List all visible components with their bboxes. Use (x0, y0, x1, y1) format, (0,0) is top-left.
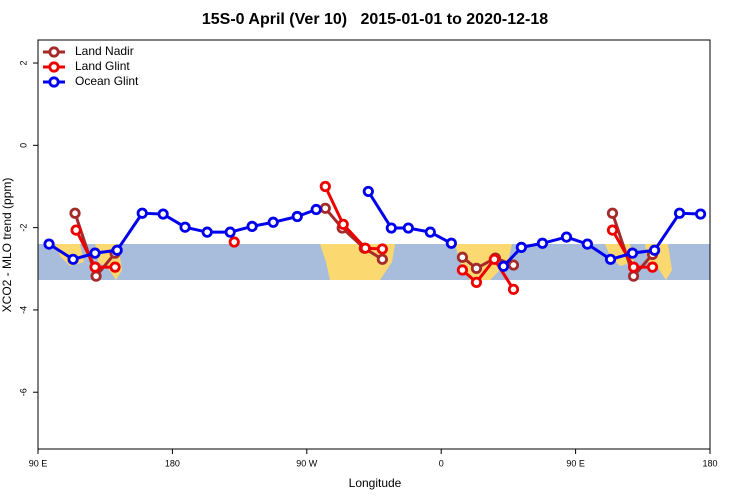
point (581, 238, 593, 250)
x-tick-label: 0 (439, 458, 444, 468)
point (157, 208, 169, 220)
point (267, 216, 279, 228)
point (606, 207, 619, 219)
point (319, 202, 331, 214)
legend-marker (48, 46, 60, 58)
point (470, 262, 483, 274)
point (376, 243, 388, 255)
y-tick-label: -4 (18, 306, 28, 314)
y-tick-label: 2 (18, 61, 28, 66)
point (402, 222, 414, 234)
point (456, 251, 469, 263)
point (89, 261, 101, 273)
x-tick-label: 90 E (29, 458, 48, 468)
x-axis-label: Longitude (349, 476, 402, 490)
y-tick-label: -6 (18, 388, 28, 396)
y-tick-label: 0 (18, 143, 28, 148)
point (536, 237, 549, 249)
point (673, 207, 686, 219)
legend-marker (48, 61, 60, 73)
point (424, 226, 436, 238)
point (560, 231, 573, 243)
point (291, 210, 303, 223)
point (507, 283, 520, 295)
point (179, 221, 191, 233)
plot-frame (37, 39, 711, 450)
point (69, 207, 81, 219)
y-axis-label: XCO2 - MLO trend (ppm) (0, 178, 14, 313)
point (515, 241, 527, 253)
point (228, 236, 240, 248)
point (385, 222, 397, 234)
legend-label: Land Nadir (75, 44, 134, 58)
point (89, 247, 101, 259)
x-tick-label: 180 (165, 458, 180, 468)
x-tick-label: 90 W (296, 458, 318, 468)
point (445, 237, 457, 249)
chart-title: 15S-0 April (Ver 10) 2015-01-01 to 2020-… (202, 11, 548, 28)
point (201, 226, 213, 238)
point (646, 261, 659, 273)
point (111, 244, 123, 256)
point (488, 253, 500, 265)
point (67, 253, 79, 265)
legend-marker (48, 76, 60, 88)
point (606, 224, 619, 236)
point (246, 220, 258, 232)
x-tick-label: 90 E (566, 458, 585, 468)
point (90, 270, 102, 282)
y-tick-label: -2 (18, 224, 28, 232)
point (224, 226, 236, 238)
point (456, 264, 469, 276)
x-tick-label: 180 (702, 458, 717, 468)
legend-label: Land Glint (75, 59, 130, 73)
point (627, 270, 640, 282)
point (497, 260, 510, 272)
point (136, 207, 148, 219)
point (43, 238, 55, 250)
point (362, 185, 374, 198)
point (470, 276, 483, 288)
point (310, 203, 322, 216)
point (627, 261, 640, 273)
point (626, 247, 639, 259)
point (359, 242, 371, 254)
point (109, 261, 121, 273)
point (70, 224, 82, 236)
legend-label: Ocean Glint (75, 74, 139, 88)
point (694, 208, 707, 220)
point (604, 253, 617, 265)
point (648, 244, 661, 256)
point (319, 180, 331, 193)
point (337, 218, 349, 230)
point (507, 259, 520, 271)
point (376, 253, 388, 265)
